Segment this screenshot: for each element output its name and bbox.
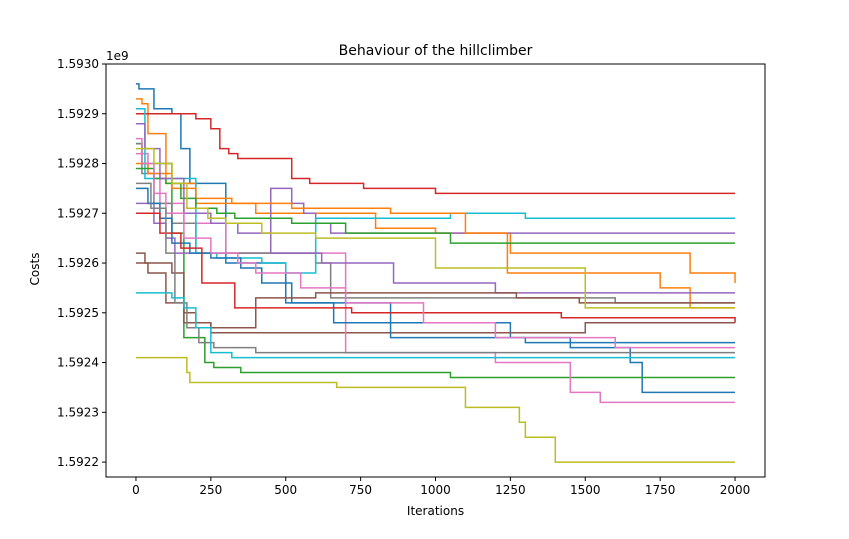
- y-tick-label: 1.5925: [57, 306, 99, 320]
- y-tick-label: 1.5924: [57, 356, 99, 370]
- y-tick-label: 1.5927: [57, 206, 99, 220]
- y-tick-label: 1.5923: [57, 405, 99, 419]
- x-axis-label: Iterations: [407, 504, 464, 518]
- y-tick-label: 1.5928: [57, 157, 99, 171]
- x-tick-label: 1750: [645, 483, 676, 497]
- series-line-9: [135, 356, 736, 463]
- x-tick-label: 500: [274, 483, 297, 497]
- y-axis-ticks: 1.5922 1.5923 1.5924 1.5925 1.5926 1.5927 1.59…: [57, 57, 106, 469]
- series-line-17: [135, 137, 736, 349]
- x-tick-label: 0: [132, 483, 140, 497]
- y-tick-label: 1.5929: [57, 107, 99, 121]
- y-tick-label: 1.5930: [57, 57, 99, 71]
- y-tick-label: 1.5922: [57, 455, 99, 469]
- series-line-19: [135, 147, 736, 309]
- series-line-2: [135, 98, 736, 283]
- x-tick-label: 1000: [420, 483, 451, 497]
- x-tick-label: 1500: [570, 483, 601, 497]
- series-line-4: [135, 113, 736, 195]
- chart-title: Behaviour of the hillclimber: [339, 43, 533, 59]
- y-axis-label: Costs: [28, 253, 42, 286]
- series-line-15: [135, 122, 736, 294]
- x-tick-label: 750: [349, 483, 372, 497]
- y-axis-offset-label: 1e9: [106, 49, 129, 63]
- series-layer: [135, 83, 736, 463]
- series-line-20: [135, 292, 736, 359]
- y-tick-label: 1.5926: [57, 256, 99, 270]
- x-tick-label: 1250: [495, 483, 526, 497]
- series-line-13: [135, 167, 736, 244]
- x-axis-ticks: 0 250 500 750 1000 1250 1500 1750 2000: [132, 477, 750, 497]
- x-tick-label: 2000: [720, 483, 751, 497]
- series-line-18: [135, 182, 736, 354]
- series-line-16: [135, 262, 736, 329]
- x-tick-label: 250: [199, 483, 222, 497]
